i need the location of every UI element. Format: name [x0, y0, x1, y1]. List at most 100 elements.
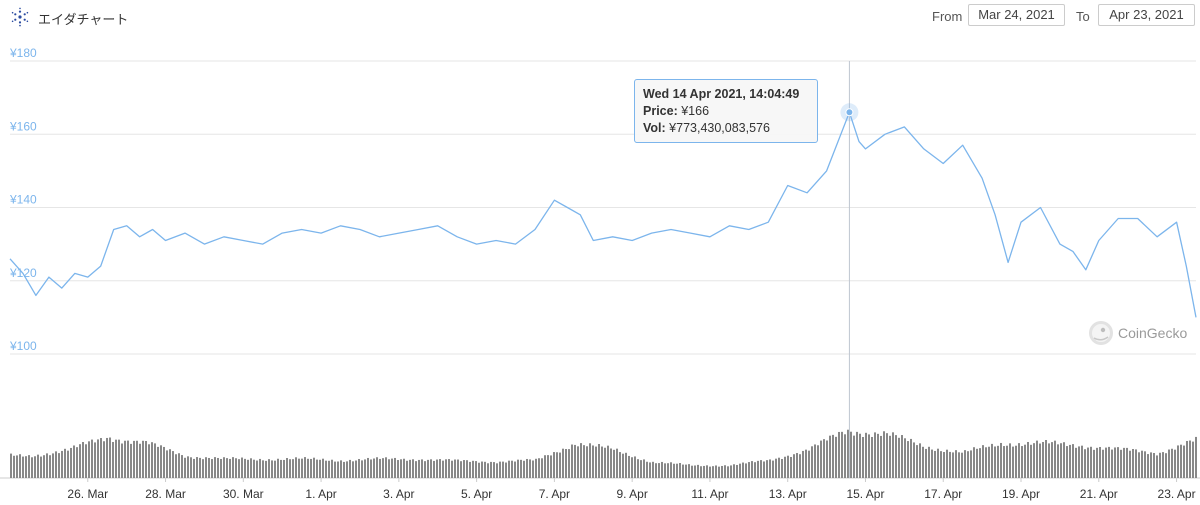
volume-bar [1069, 444, 1071, 478]
volume-bar [931, 449, 933, 478]
volume-bar [13, 455, 15, 478]
volume-bar [97, 439, 99, 478]
volume-bar [1021, 446, 1023, 478]
volume-bar [685, 464, 687, 478]
volume-bar [346, 461, 348, 478]
volume-bar [202, 459, 204, 478]
volume-bar [10, 453, 12, 478]
volume-bar [964, 450, 966, 478]
x-tick-label: 11. Apr [691, 487, 728, 501]
volume-bar [1141, 450, 1143, 478]
volume-bar [613, 449, 615, 478]
volume-bar [298, 458, 300, 478]
volume-bar [169, 449, 171, 478]
volume-bar [166, 450, 168, 478]
volume-bar [187, 456, 189, 478]
volume-bar [721, 465, 723, 478]
volume-bar [880, 435, 882, 478]
volume-bar [22, 456, 24, 478]
volume-bar [1060, 443, 1062, 478]
watermark-text: CoinGecko [1118, 325, 1188, 341]
x-axis: 26. Mar 28. Mar 30. Mar 1. Apr 3. Apr 5. Apr 7… [67, 478, 1196, 501]
volume-bar [1144, 451, 1146, 478]
volume-bar [961, 452, 963, 478]
volume-bar [787, 455, 789, 478]
volume-bar [433, 460, 435, 478]
volume-bar [778, 457, 780, 478]
volume-bar [58, 453, 60, 478]
volume-bar [103, 441, 105, 478]
volume-bar [976, 448, 978, 478]
volume-bar [238, 459, 240, 478]
x-tick-label: 3. Apr [383, 487, 414, 501]
volume-bar [874, 432, 876, 478]
volume-bar [769, 459, 771, 478]
volume-bar [619, 452, 621, 478]
volume-bar [829, 435, 831, 478]
volume-bar [40, 456, 42, 478]
volume-bar [1081, 445, 1083, 478]
tooltip-price-label: Price: [643, 104, 678, 118]
volume-bar [61, 450, 63, 478]
volume-bar [925, 448, 927, 478]
volume-bar [661, 461, 663, 478]
volume-bar [286, 458, 288, 478]
volume-bar [631, 457, 633, 478]
volume-bar [1189, 440, 1191, 478]
volume-bar [445, 459, 447, 478]
volume-bar [757, 460, 759, 478]
volume-bar [454, 459, 456, 478]
volume-bar [451, 460, 453, 478]
volume-bar [820, 440, 822, 478]
volume-bar [781, 458, 783, 478]
volume-bar [28, 455, 30, 478]
volume-bar [580, 443, 582, 478]
volume-bar [682, 464, 684, 478]
volume-bar [634, 456, 636, 478]
volume-bar [601, 446, 603, 478]
volume-bar [1180, 444, 1182, 478]
volume-bar [394, 457, 396, 478]
volume-bar [520, 459, 522, 478]
volume-bar [37, 454, 39, 478]
volume-bar [532, 460, 534, 478]
from-date-input[interactable]: Mar 24, 2021 [968, 4, 1065, 26]
volume-bar [505, 462, 507, 478]
volume-bar [1042, 441, 1044, 478]
volume-bar [649, 462, 651, 478]
volume-bar [112, 441, 114, 478]
volume-bar [568, 449, 570, 478]
volume-bar [688, 464, 690, 478]
volume-bar [1024, 444, 1026, 478]
to-date-input[interactable]: Apr 23, 2021 [1098, 4, 1195, 26]
volume-bar [1138, 452, 1140, 478]
volume-bar [799, 454, 801, 478]
volume-bar [1048, 443, 1050, 478]
y-axis: ¥100¥120¥140¥160¥180 [9, 46, 37, 353]
volume-bar [1054, 440, 1056, 478]
volume-bar [412, 459, 414, 478]
volume-bar [1114, 447, 1116, 478]
volume-bar [1108, 446, 1110, 478]
volume-bar [973, 447, 975, 478]
volume-bar [1135, 449, 1137, 478]
volume-bar [331, 459, 333, 478]
volume-bar [292, 459, 294, 478]
volume-bar [583, 445, 585, 478]
volume-bar [88, 441, 90, 478]
volume-bar [223, 457, 225, 478]
volume-bar [610, 448, 612, 478]
volume-bar [370, 459, 372, 478]
volume-bar [1195, 436, 1197, 478]
volume-bar [898, 437, 900, 478]
volume-bar [121, 443, 123, 478]
volume-bar [19, 454, 21, 478]
volume-bar [796, 453, 798, 478]
volume-bar [79, 444, 81, 478]
volume-bar [1153, 453, 1155, 478]
volume-bar [160, 445, 162, 478]
volume-bar [43, 455, 45, 478]
volume-bar [367, 457, 369, 478]
volume-bar [493, 462, 495, 478]
